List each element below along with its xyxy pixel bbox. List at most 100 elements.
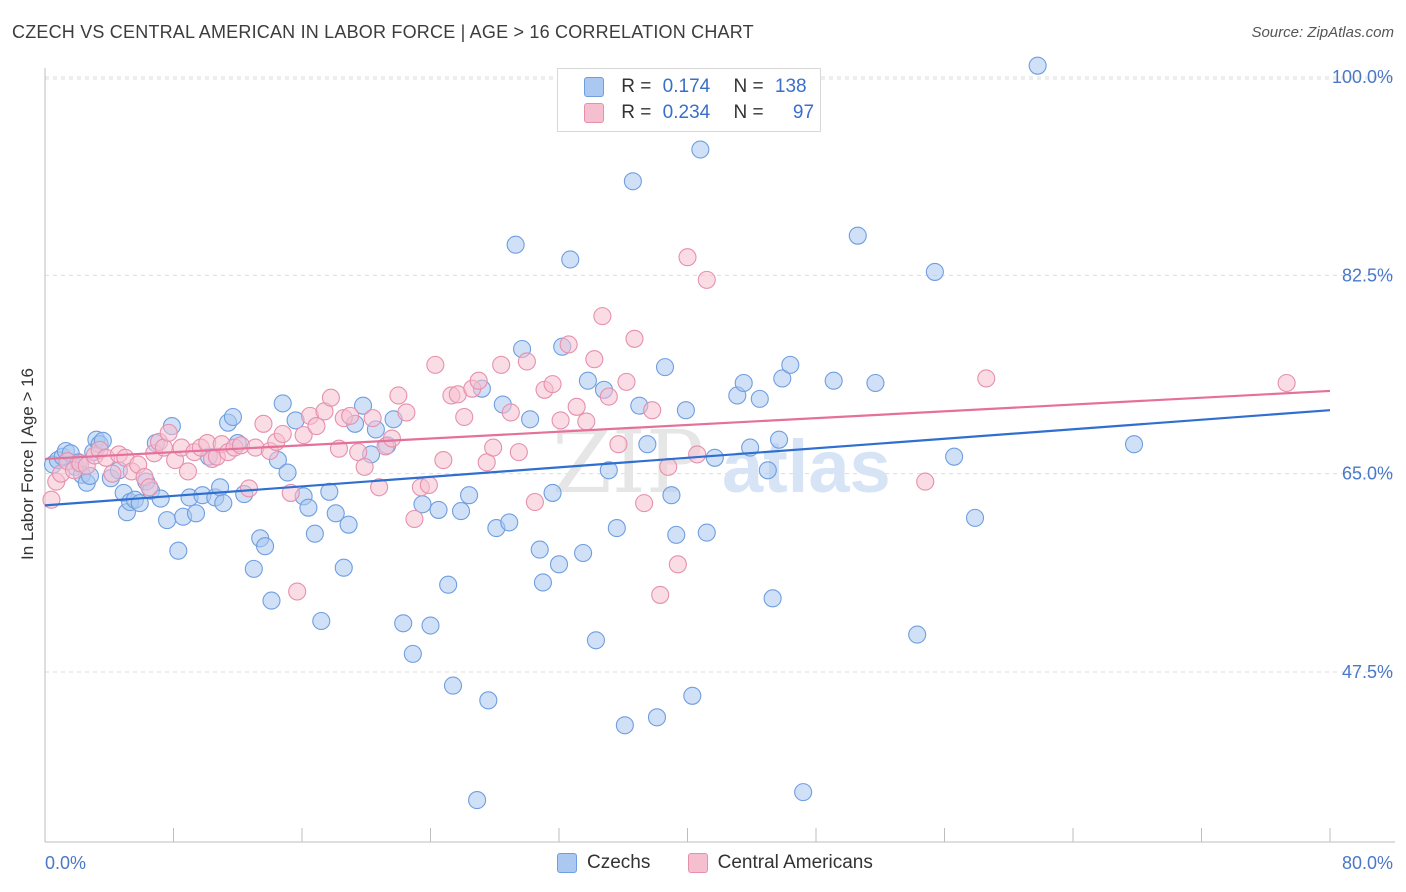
central-american-point: [599, 387, 618, 406]
legend-label-central-americans: Central Americans: [717, 852, 873, 873]
central-american-point: [370, 478, 389, 497]
czech-point: [334, 558, 353, 577]
czech-point: [273, 394, 292, 413]
legend-item-czechs: Czechs: [557, 852, 650, 874]
czech-point: [256, 537, 275, 556]
czech-point: [169, 541, 188, 560]
central-american-point: [635, 494, 654, 513]
czech-point: [403, 644, 422, 663]
legend-r-label: R =: [621, 76, 652, 97]
x-tick-label: 80.0%: [1342, 853, 1393, 873]
central-american-point: [559, 335, 578, 354]
central-american-point: [678, 248, 697, 267]
legend-row-central-americans: R = 0.234 N = 97: [584, 102, 814, 126]
czech-point: [794, 783, 813, 802]
czech-point: [305, 524, 324, 543]
central-american-point: [697, 270, 716, 289]
legend-n-value: 138: [774, 76, 807, 97]
central-american-point: [363, 409, 382, 428]
legend-n-label: N =: [733, 102, 764, 123]
czechs-swatch: [557, 852, 577, 873]
czech-point: [750, 389, 769, 408]
central-american-point: [254, 414, 273, 433]
central-american-point: [103, 464, 122, 483]
central-americans-swatch: [687, 852, 708, 873]
central-americans-swatch: [584, 102, 604, 123]
czech-point: [244, 559, 263, 578]
central-american-point: [577, 412, 596, 431]
czech-point: [623, 172, 642, 191]
czech-trend-line: [44, 409, 1331, 507]
czech-point: [866, 373, 885, 393]
central-american-point: [585, 350, 604, 369]
czech-point: [151, 489, 170, 508]
czech-point: [543, 483, 562, 502]
czech-point: [1124, 435, 1144, 454]
czech-point: [638, 435, 657, 454]
czech-point: [734, 373, 753, 393]
stats-legend: R = 0.174 N = 138 R = 0.234 N = 97: [557, 68, 821, 132]
central-american-point: [517, 352, 536, 371]
czech-point: [655, 358, 675, 377]
czech-point: [353, 396, 373, 415]
czech-point: [421, 616, 440, 635]
central-american-point: [389, 386, 408, 405]
czech-point: [770, 430, 789, 449]
central-american-point: [281, 483, 300, 502]
central-american-point: [140, 478, 159, 497]
czech-point: [578, 371, 597, 390]
central-american-point: [551, 411, 570, 430]
central-american-point: [426, 355, 445, 374]
central-american-point: [469, 371, 488, 390]
central-american-point: [178, 462, 198, 481]
central-american-point: [977, 369, 996, 388]
czech-point: [158, 511, 177, 530]
source-label: Source: ZipAtlas.com: [1251, 24, 1394, 41]
central-american-point: [501, 403, 520, 422]
czech-point: [561, 250, 580, 269]
czech-point: [521, 410, 540, 429]
czech-point: [312, 611, 331, 631]
central-american-point: [239, 479, 259, 498]
central-american-point: [525, 492, 544, 512]
central-american-point: [273, 424, 292, 444]
x-tick-label: 0.0%: [45, 853, 86, 873]
czech-point: [214, 494, 233, 513]
central-american-point: [593, 307, 612, 326]
legend-n-label: N =: [733, 76, 764, 97]
central-american-point: [609, 435, 628, 454]
czech-point: [676, 401, 695, 420]
czech-point: [506, 235, 525, 254]
czech-point: [647, 708, 667, 727]
czech-point: [705, 448, 724, 467]
czech-point: [429, 500, 448, 519]
czech-point: [574, 543, 593, 563]
central-american-point: [341, 406, 360, 425]
czech-point: [607, 519, 626, 538]
czech-point: [186, 504, 206, 523]
czech-point: [773, 369, 792, 388]
central-american-point: [419, 475, 438, 495]
central-american-point: [492, 355, 511, 374]
central-american-point: [397, 403, 416, 422]
central-american-point: [382, 429, 402, 448]
central-american-point: [651, 585, 670, 604]
czech-point: [394, 614, 413, 633]
central-american-point: [509, 443, 528, 462]
chart-title: CZECH VS CENTRAL AMERICAN IN LABOR FORCE…: [12, 22, 754, 42]
legend-row-czechs: R = 0.174 N = 138: [584, 76, 807, 100]
czech-point: [439, 575, 458, 594]
czech-point: [697, 523, 716, 542]
y-tick-label: 65.0%: [1342, 464, 1393, 484]
czech-point: [459, 486, 479, 505]
czech-point: [262, 591, 281, 610]
central-american-point: [1277, 373, 1296, 393]
y-tick-label: 82.5%: [1342, 265, 1393, 285]
czech-point: [781, 355, 800, 374]
central-american-point: [543, 375, 562, 394]
y-tick-label: 100.0%: [1332, 67, 1393, 87]
czech-point: [925, 262, 944, 281]
watermark: atlas: [722, 425, 891, 508]
czech-point: [299, 498, 318, 517]
